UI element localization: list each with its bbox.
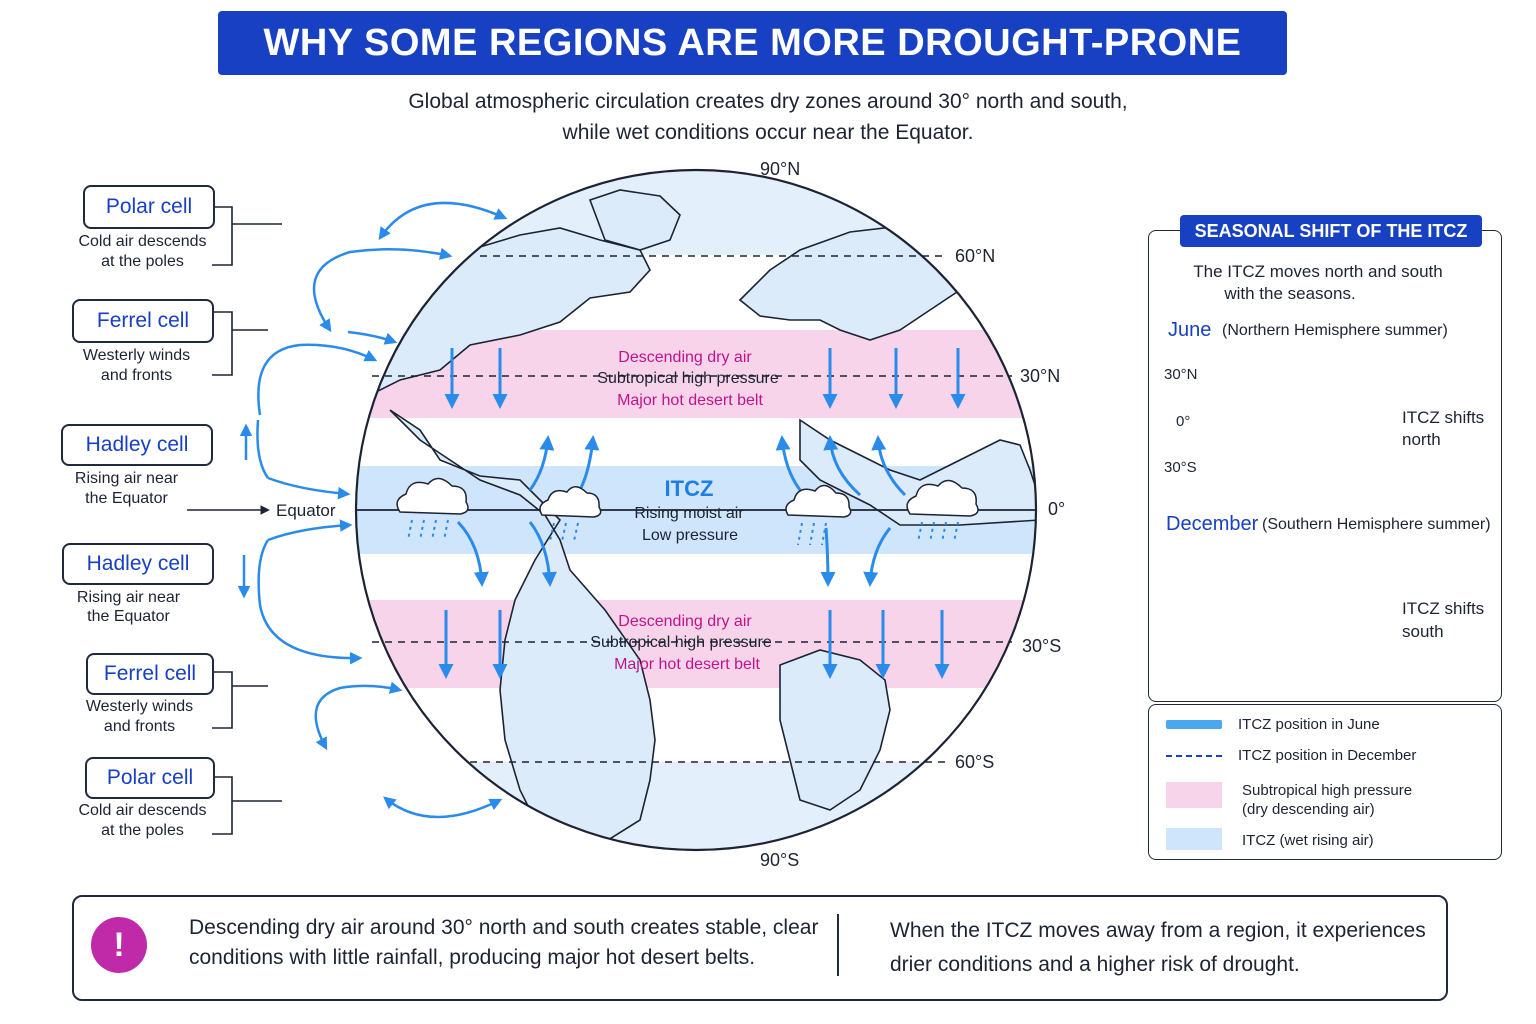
- globe: Descending dry air Subtropical high pres…: [354, 159, 1065, 870]
- cell-name: Polar cell: [105, 195, 193, 218]
- december-note: (Southern Hemisphere summer): [1262, 516, 1491, 533]
- cell-loop-arrows: [237, 201, 508, 819]
- december-label: December: [1166, 513, 1259, 535]
- subtitle-line-1: Global atmospheric circulation creates d…: [408, 90, 1128, 113]
- key-message-right-line-1: When the ITCZ moves away from a region, …: [890, 919, 1426, 942]
- south-belt-line-1: Descending dry air: [618, 613, 752, 630]
- lat-label-0: 0°: [1048, 499, 1065, 519]
- legend-swatch-june: [1166, 720, 1222, 729]
- cell-desc: at the poles: [101, 822, 184, 839]
- cell-desc: at the poles: [101, 253, 184, 270]
- key-message-left: Descending dry air around 30° north and …: [189, 913, 818, 973]
- cell-card-ferrel-south: Ferrel cell: [86, 653, 214, 695]
- june-lat-30s: 30°S: [1164, 459, 1197, 476]
- cell-desc: Westerly winds: [85, 698, 194, 715]
- cell-name: Polar cell: [106, 766, 194, 789]
- cell-desc: Cold air descends: [78, 802, 207, 819]
- cell-card-ferrel-north: Ferrel cell: [72, 299, 214, 343]
- lat-label-60n: 60°N: [955, 246, 995, 266]
- subtitle-line-2: while wet conditions occur near the Equa…: [562, 121, 974, 144]
- cell-desc: the Equator: [87, 608, 170, 625]
- cell-name: Ferrel cell: [103, 662, 197, 685]
- north-belt-line-1: Descending dry air: [618, 349, 752, 366]
- cell-card-hadley-north: Hadley cell: [61, 424, 213, 466]
- key-message-right: When the ITCZ moves away from a region, …: [890, 914, 1426, 982]
- south-belt-line-3: Major hot desert belt: [614, 656, 760, 673]
- lat-label-30n: 30°N: [1020, 366, 1060, 386]
- cell-card-hadley-south: Hadley cell: [62, 543, 214, 585]
- cell-desc: Westerly winds: [82, 347, 191, 364]
- cloud-icon: [396, 477, 469, 541]
- alert-icon: !: [91, 917, 147, 973]
- key-message-left-line-2: conditions with little rainfall, produci…: [189, 946, 756, 969]
- legend-label-december: ITCZ position in December: [1238, 747, 1417, 764]
- itcz-line-2: Low pressure: [642, 527, 738, 544]
- seasonal-panel: [1148, 230, 1502, 702]
- dry-band-south: [356, 600, 1036, 688]
- continents: [357, 189, 1036, 846]
- cell-desc: Rising air near: [76, 589, 181, 606]
- legend-label-dry-1: Subtropical high pressure: [1242, 782, 1413, 799]
- descending-arrows-north: [444, 348, 966, 409]
- cell-desc: the Equator: [85, 490, 168, 507]
- rising-arrows: [528, 435, 907, 497]
- outflow-arrows: [456, 520, 892, 587]
- lat-label-90s: 90°S: [760, 850, 799, 870]
- cell-name: Ferrel cell: [96, 309, 190, 332]
- itcz-line-1: Rising moist air: [634, 505, 744, 522]
- cell-desc: Rising air near: [74, 470, 179, 487]
- legend-label-dry-2: (dry descending air): [1242, 801, 1375, 818]
- key-message-left-line-1: Descending dry air around 30° north and …: [189, 916, 819, 939]
- descending-arrows-south: [438, 610, 950, 679]
- shift-north-text-1: ITCZ shifts: [1402, 408, 1485, 427]
- north-belt-line-3: Major hot desert belt: [617, 392, 763, 409]
- page-title: WHY SOME REGIONS ARE MORE DROUGHT-PRONE: [263, 21, 1242, 64]
- seasonal-desc-2: with the seasons.: [1224, 284, 1356, 303]
- key-message-right-line-2: drier conditions and a higher risk of dr…: [890, 953, 1300, 976]
- shift-north-text-2: north: [1402, 430, 1441, 449]
- shift-south-text-2: south: [1402, 622, 1444, 641]
- legend-swatch-december: [1166, 755, 1222, 757]
- key-message-divider: [837, 914, 839, 976]
- cell-desc: and fronts: [103, 718, 176, 735]
- cloud-icon: [906, 479, 979, 543]
- polar-band-south: [356, 762, 1036, 850]
- lat-label-90n: 90°N: [760, 159, 800, 179]
- latitude-lines: [372, 255, 1012, 763]
- lat-label-60s: 60°S: [955, 752, 994, 772]
- label-brackets: [187, 206, 282, 835]
- legend-label-itcz: ITCZ (wet rising air): [1242, 832, 1374, 849]
- june-label: June: [1168, 319, 1212, 341]
- title-banner: WHY SOME REGIONS ARE MORE DROUGHT-PRONE: [218, 11, 1287, 75]
- cell-card-polar-south: Polar cell: [85, 757, 215, 799]
- north-belt-line-2: Subtropical high pressure: [597, 370, 779, 387]
- cell-name: Hadley cell: [86, 552, 190, 575]
- june-note: (Northern Hemisphere summer): [1222, 322, 1448, 339]
- cloud-icon: [785, 484, 852, 546]
- cloud-icon: [539, 486, 602, 542]
- seasonal-desc-1: The ITCZ moves north and south: [1193, 262, 1443, 281]
- key-message-box: [72, 895, 1448, 1001]
- cell-card-polar-north: Polar cell: [83, 185, 215, 229]
- seasonal-title: SEASONAL SHIFT OF THE ITCZ: [1180, 215, 1482, 247]
- south-belt-line-2: Subtropical high pressure: [590, 634, 772, 651]
- shift-south-text-1: ITCZ shifts: [1402, 599, 1485, 618]
- legend-swatch-dry: [1166, 782, 1222, 808]
- legend-label-june: ITCZ position in June: [1238, 716, 1380, 733]
- june-lat-30n: 30°N: [1164, 366, 1198, 383]
- equator-label: Equator: [276, 501, 336, 520]
- cell-desc: and fronts: [100, 367, 173, 384]
- itcz-label: ITCZ: [665, 476, 714, 501]
- lat-label-30s: 30°S: [1022, 636, 1061, 656]
- june-lat-0: 0°: [1176, 413, 1191, 430]
- rain-clouds: [396, 477, 979, 546]
- cell-name: Hadley cell: [85, 433, 189, 456]
- cell-desc: Cold air descends: [78, 233, 207, 250]
- polar-band-north: [356, 170, 1036, 255]
- legend-swatch-itcz: [1166, 828, 1222, 850]
- subtitle: Global atmospheric circulation creates d…: [300, 86, 1236, 148]
